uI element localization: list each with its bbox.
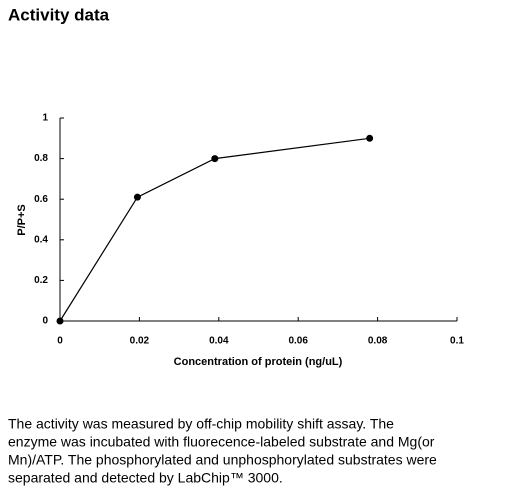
caption-line: separated and detected by LabChip™ 3000. <box>8 470 283 486</box>
data-point <box>211 155 219 163</box>
caption: The activity was measured by off-chip mo… <box>8 416 437 486</box>
y-tick-label: 0.4 <box>34 234 48 245</box>
y-axis-label: P/P+S <box>16 204 28 236</box>
x-tick-label: 0.1 <box>450 336 464 347</box>
data-point <box>56 317 64 325</box>
caption-line: The activity was measured by off-chip mo… <box>8 416 394 432</box>
x-tick-label: 0.06 <box>288 336 308 347</box>
data-line <box>59 137 370 322</box>
y-tick-label: 0.6 <box>34 194 48 205</box>
y-tick-label: 1 <box>42 113 48 124</box>
x-tick-label: 0 <box>57 336 63 347</box>
x-tick-label: 0.04 <box>209 336 229 347</box>
page-title: Activity data <box>8 5 110 24</box>
x-tick-label: 0.02 <box>130 336 150 347</box>
data-point <box>366 134 374 142</box>
caption-line: enzyme was incubated with fluorecence-la… <box>8 434 435 450</box>
x-tick-label: 0.08 <box>368 336 388 347</box>
caption-line: Mn)/ATP. The phosphorylated and unphosph… <box>8 452 437 468</box>
y-tick-label: 0.8 <box>34 153 48 164</box>
y-tick-label: 0 <box>42 316 48 327</box>
x-axis-label: Concentration of protein (ng/uL) <box>174 356 343 368</box>
data-point <box>133 193 141 201</box>
y-tick-label: 0.2 <box>34 275 48 286</box>
